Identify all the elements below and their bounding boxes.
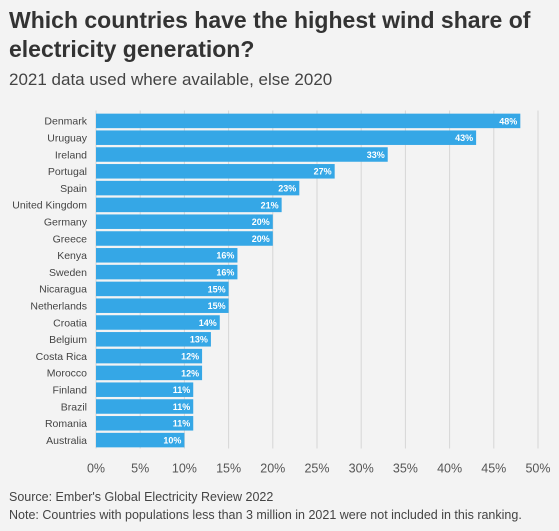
bar-belgium [96,332,211,347]
footnote: Note: Countries with populations less th… [9,508,522,522]
data-label: 12% [181,352,199,362]
data-label: 15% [208,284,226,294]
category-label: Romania [45,418,87,430]
x-tick-label: 35% [393,462,418,476]
category-label: Greece [53,233,88,245]
data-label: 16% [216,268,234,278]
bar-costa-rica [96,348,203,364]
category-label: Netherlands [30,301,87,313]
category-label: Croatia [53,317,87,329]
data-label: 48% [499,116,517,126]
category-label: Sweden [49,267,87,279]
bar-croatia [96,315,220,330]
x-tick-label: 10% [172,462,197,476]
bar-netherlands [96,298,229,313]
category-label: Uruguay [47,133,87,145]
category-label: Nicaragua [39,284,87,296]
bar-morocco [96,365,203,381]
bar-germany [96,214,273,229]
bar-sweden [96,264,238,280]
data-label: 15% [208,301,226,311]
bar-denmark [96,113,521,129]
bar-nicaragua [96,281,229,297]
category-label: Finland [53,385,88,397]
x-tick-label: 15% [216,462,241,476]
x-tick-label: 50% [525,462,550,476]
category-label: Portugal [48,166,87,178]
category-label: Denmark [44,116,87,128]
data-label: 33% [367,150,385,160]
bar-chart: Denmark 48% Uruguay 43% Ireland 33% Portugal 27… [12,110,551,476]
data-label: 13% [190,335,208,345]
bar-australia [96,432,185,448]
x-tick-label: 30% [349,462,374,476]
data-label: 11% [173,402,191,412]
bar-kenya [96,248,238,263]
data-label: 10% [163,436,181,446]
bar-spain [96,180,300,196]
data-label: 23% [278,184,296,194]
category-label: United Kingdom [12,200,87,212]
data-label: 20% [252,234,270,244]
data-label: 12% [181,368,199,378]
x-tick-label: 0% [87,462,105,476]
data-label: 16% [216,251,234,261]
bar-romania [96,416,194,431]
data-label: 20% [252,217,270,227]
category-label: Brazil [61,401,87,413]
x-tick-label: 20% [260,462,285,476]
x-tick-label: 25% [304,462,329,476]
data-label: 21% [261,200,279,210]
bar-ireland [96,147,388,162]
data-label: 27% [314,167,332,177]
bar-greece [96,231,273,246]
category-label: Australia [46,435,87,447]
bar-finland [96,382,194,397]
category-label: Belgium [49,334,87,346]
x-tick-label: 45% [481,462,506,476]
bar-uruguay [96,130,477,145]
category-label: Germany [44,217,88,229]
data-label: 11% [173,385,191,395]
bar-united-kingdom [96,197,282,213]
category-label: Ireland [55,149,87,161]
x-tick-label: 5% [131,462,149,476]
data-label: 14% [199,318,217,328]
category-label: Kenya [57,250,87,262]
category-label: Morocco [47,368,87,380]
data-label: 11% [173,419,191,429]
bar-brazil [96,399,194,414]
chart-title: Which countries have the highest wind sh… [9,7,531,62]
category-label: Costa Rica [36,351,88,363]
category-label: Spain [60,183,87,195]
source-note: Source: Ember's Global Electricity Revie… [9,490,274,504]
chart-subtitle: 2021 data used where available, else 202… [9,70,333,89]
data-label: 43% [455,133,473,143]
bar-portugal [96,164,335,179]
x-tick-label: 40% [437,462,462,476]
